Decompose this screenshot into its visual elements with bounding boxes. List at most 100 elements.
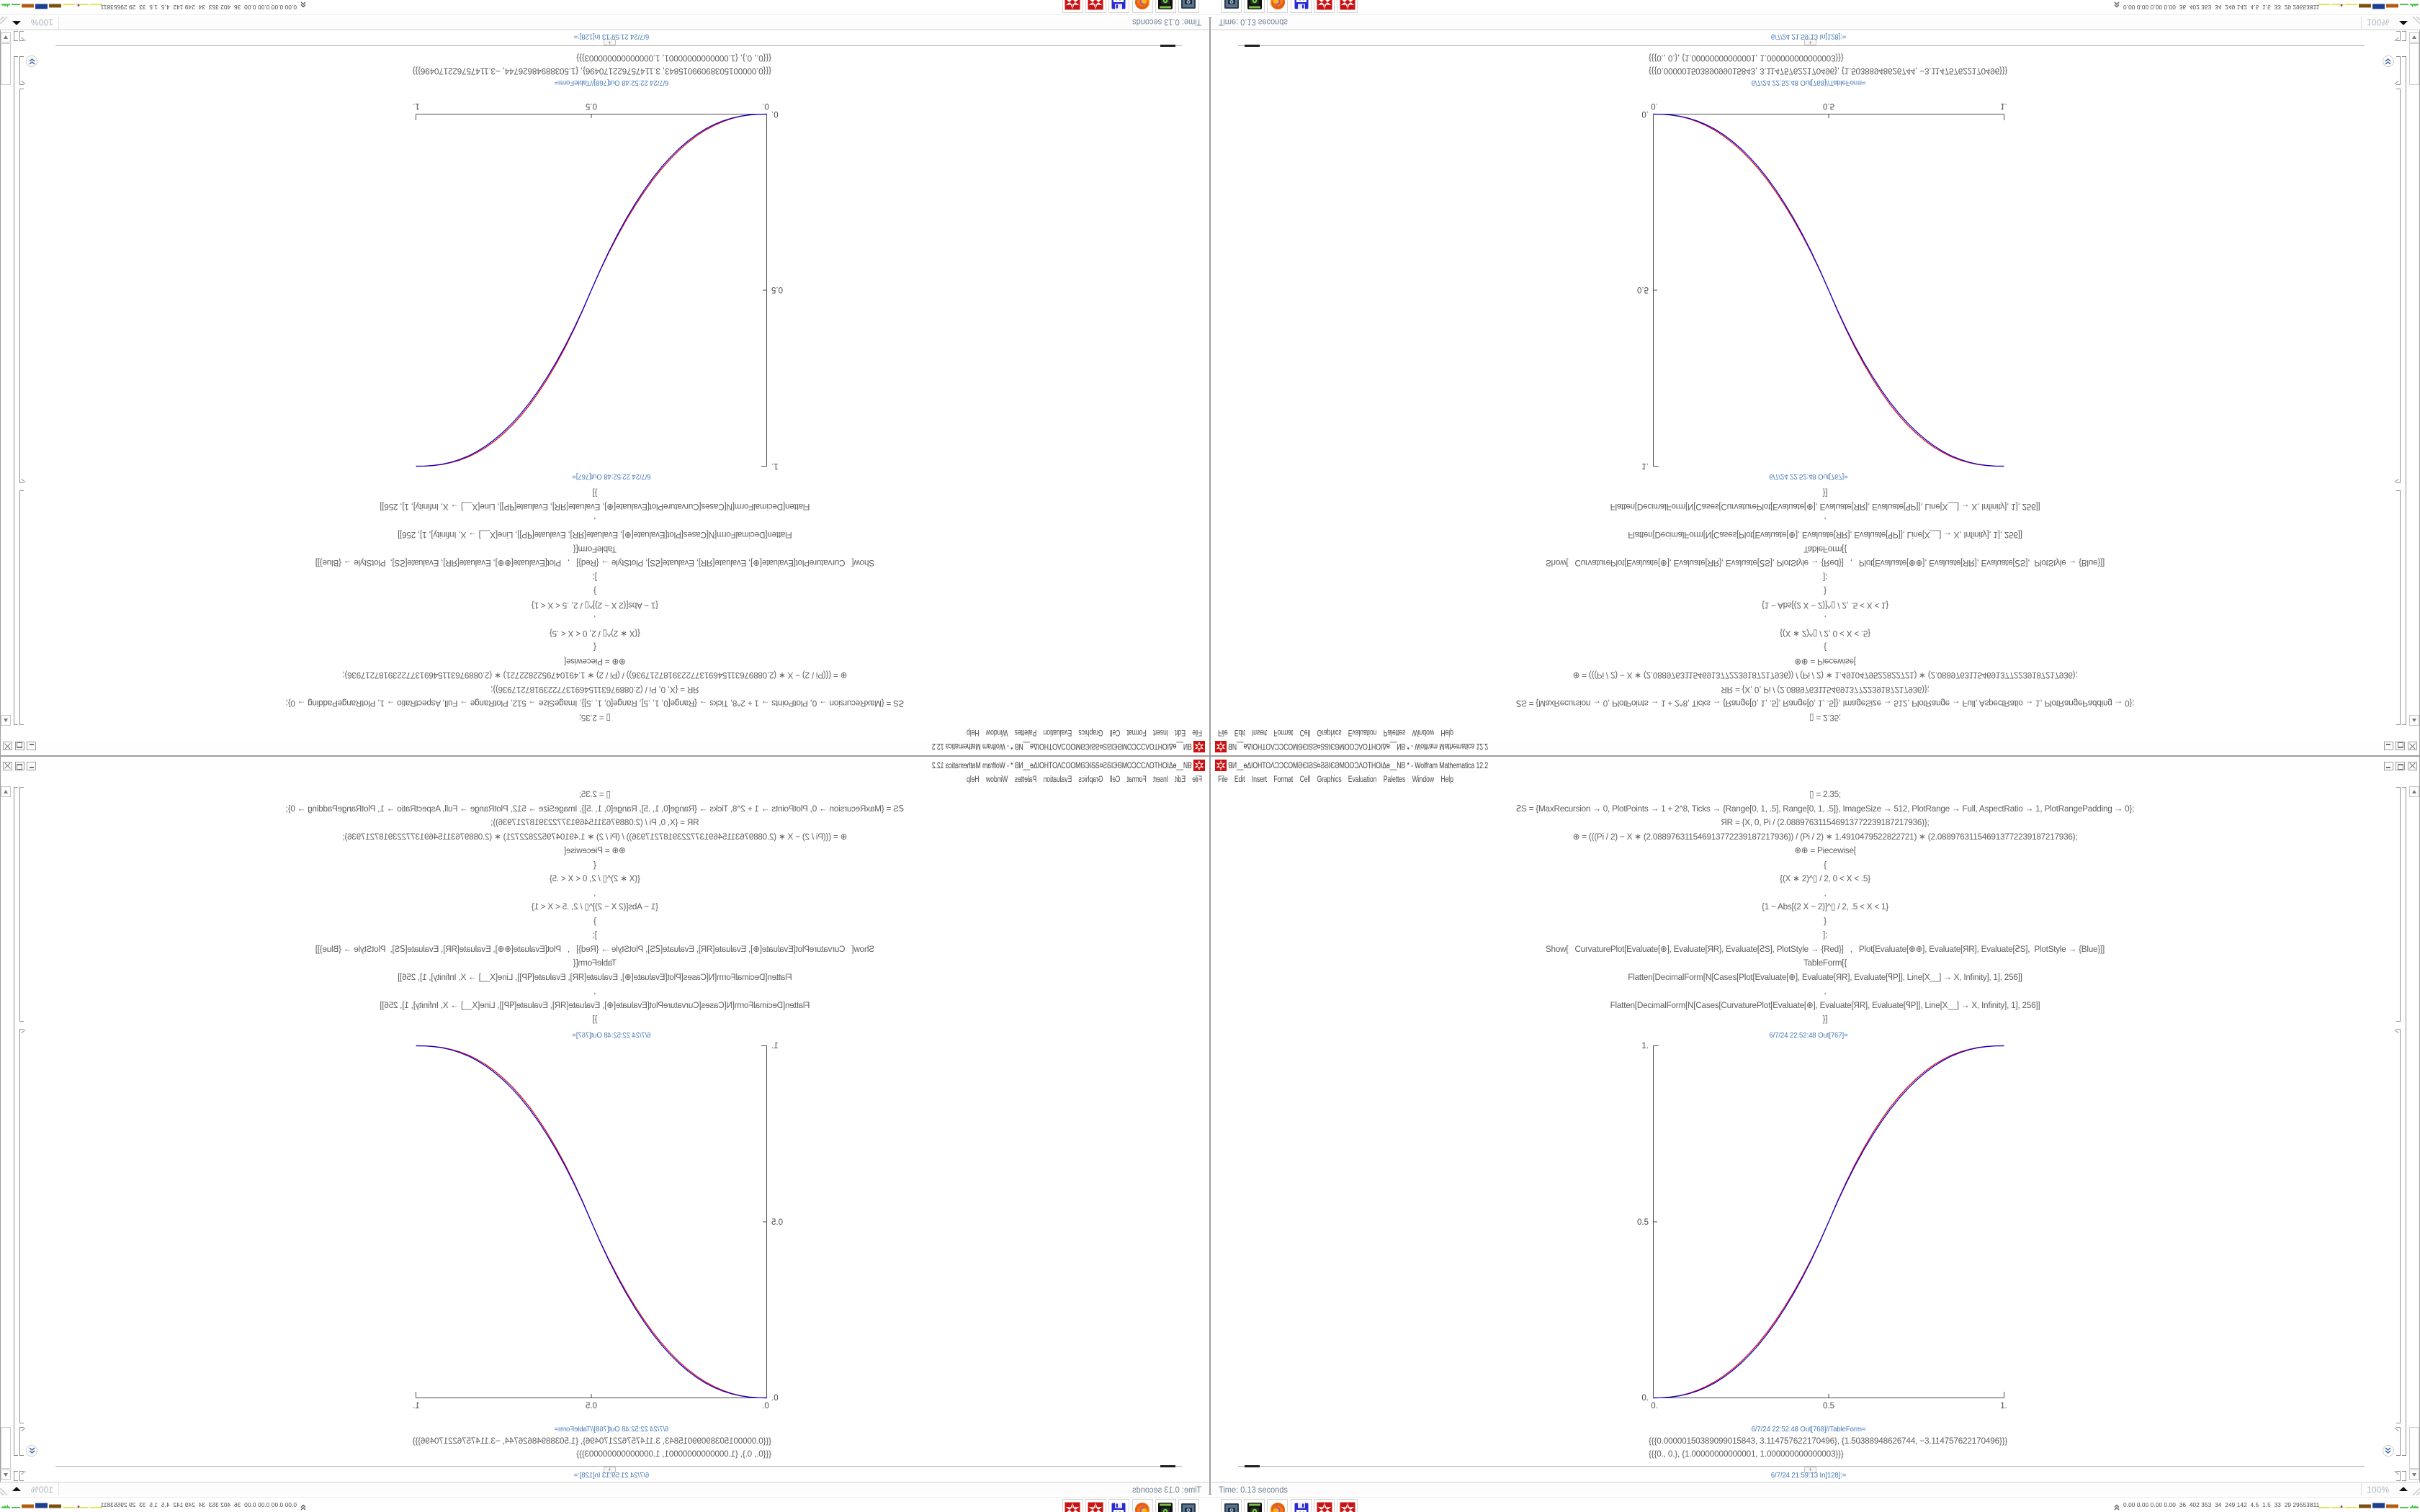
taskbar-mathematica2-icon[interactable] [1337,0,1358,13]
taskbar-floppy64-icon[interactable]: 64 [1108,1499,1129,1512]
code-line[interactable]: , [593,888,596,898]
code-line[interactable]: ꙄS = {MaxRecursion → 0, PlotPoints → 1 +… [1515,698,2135,708]
code-line[interactable]: Flatten[DecimalForm[N[Cases[Plot[Evaluat… [398,530,792,540]
cell-bracket-in128-group[interactable] [14,1471,18,1481]
taskbar-floppy64-icon[interactable]: 64 [1291,1499,1312,1512]
taskbar-disk-utility-icon[interactable] [1244,1499,1265,1512]
cell-bracket-out768[interactable] [2396,1427,2401,1456]
code-line[interactable]: }] [592,488,598,498]
menu-file[interactable]: File [1218,728,1228,738]
scrollbar-up-button[interactable] [1,715,11,726]
menu-cell[interactable]: Cell [1109,728,1121,738]
title-bar[interactable]: ꓭИ__ɵΔIOHTOΛϽϽCOMӘЄIϨЅ¤ϨϨIЄӘMOOϽΛOTHOIΔɵ… [1,739,1209,755]
zoom-popup-arrow[interactable] [12,1487,21,1491]
code-line[interactable]: , [593,516,596,526]
code-line[interactable]: Flatten[DecimalForm[N[Cases[Plot[Evaluat… [1628,972,2022,982]
code-line[interactable]: ЯR = {X, 0, Pi / (2.08897631154691377223… [1721,685,1930,695]
menu-palettes[interactable]: Palettes [1383,728,1406,738]
taskbar-mathematica2-icon[interactable] [1062,1499,1083,1512]
menu-insert[interactable]: Insert [1251,728,1267,738]
scrollbar-thumb[interactable] [1,43,11,85]
cell-bracket-input[interactable] [19,490,24,725]
menu-insert[interactable]: Insert [1153,728,1169,738]
code-line[interactable]: ⊕ = (((Pi / 2) − X ∗ (2.0889763115469137… [1572,670,2078,680]
scrollbar-up-button[interactable] [1,786,11,797]
code-line[interactable]: Flatten[DecimalForm[N[Cases[CurvaturePlo… [1610,502,2040,512]
code-line[interactable]: ⊕⊕ = Piecewise[ [564,845,626,855]
code-line[interactable]: {(X ∗ 2)^▯ / 2, 0 < X < .5} [550,629,640,639]
code-line[interactable]: ⊕⊕ = Piecewise[ [1794,845,1856,855]
code-line[interactable]: ЯR = {X, 0, Pi / (2.08897631154691377223… [490,817,699,827]
code-line[interactable]: {1 − Abs[(2 X − 2)]^▯ / 2, .5 < X < 1} [532,600,658,611]
code-line[interactable]: }] [1822,488,1828,498]
maximize-button[interactable] [15,762,24,770]
minimize-button[interactable] [2384,762,2393,770]
scrollbar-thumb[interactable] [1,1427,11,1469]
insert-cell-button[interactable]: + [1804,1467,1816,1473]
code-line[interactable]: ЯR = {X, 0, Pi / (2.08897631154691377223… [490,685,699,695]
code-line[interactable]: ⊕ = (((Pi / 2) − X ∗ (2.0889763115469137… [1572,832,2078,842]
menu-graphics[interactable]: Graphics [1317,728,1342,738]
code-line[interactable]: , [1824,516,1827,526]
menu-format[interactable]: Format [1273,774,1294,784]
resize-grip[interactable] [0,1484,12,1496]
code-line[interactable]: TableForm[{ [573,958,617,968]
jump-to-end-button[interactable] [26,1445,37,1457]
code-line[interactable]: } [1824,916,1827,926]
tray-expand-icon[interactable] [2113,0,2120,11]
taskbar-floppy64-icon[interactable]: 64 [1291,0,1312,13]
taskbar-screenshot-tool-icon[interactable] [1178,1499,1199,1512]
scrollbar-down-button[interactable] [2409,32,2419,42]
taskbar-mathematica2-icon[interactable] [1062,0,1083,13]
horizontal-scrollbar-thumb[interactable] [1160,1465,1175,1467]
maximize-button[interactable] [15,742,24,750]
code-line[interactable]: Show[ CurvaturePlot[Evaluate[⊕], Evaluat… [315,944,875,954]
code-line[interactable]: , [1824,986,1827,996]
menu-file[interactable]: File [1192,728,1202,738]
horizontal-scrollbar[interactable] [1238,45,2365,46]
tray-expand-icon[interactable] [2113,1501,2120,1512]
code-line[interactable]: {1 − Abs[(2 X − 2)]^▯ / 2, .5 < X < 1} [1762,901,1888,912]
code-line[interactable]: ⊕⊕ = Piecewise[ [564,657,626,667]
code-line[interactable]: { [1824,642,1827,652]
cell-bracket-in128-group[interactable] [14,31,18,41]
taskbar-disk-utility-icon[interactable] [1155,1499,1176,1512]
code-line[interactable]: ꙄS = {MaxRecursion → 0, PlotPoints → 1 +… [285,698,905,708]
code-line[interactable]: {1 − Abs[(2 X − 2)]^▯ / 2, .5 < X < 1} [532,901,658,912]
menu-format[interactable]: Format [1126,728,1147,738]
taskbar-firefox-icon[interactable] [1267,0,1288,13]
resize-grip[interactable] [0,16,12,28]
taskbar-mathematica2-icon[interactable] [1337,1499,1358,1512]
menu-evaluation[interactable]: Evaluation [1348,774,1377,784]
code-line[interactable]: { [593,642,596,652]
menu-help[interactable]: Help [1440,774,1453,784]
scrollbar-up-button[interactable] [2409,786,2419,797]
close-button[interactable] [2408,762,2417,770]
menu-edit[interactable]: Edit [1234,774,1245,784]
taskbar-floppy64-icon[interactable]: 64 [1108,0,1129,13]
code-line[interactable]: ]; [1822,930,1828,940]
zoom-level[interactable]: 100% [30,17,53,27]
code-line[interactable]: }] [592,1014,598,1024]
minimize-button[interactable] [27,742,36,750]
code-line[interactable]: Flatten[DecimalForm[N[Cases[CurvaturePlo… [380,502,810,512]
taskbar-firefox-icon[interactable] [1132,1499,1153,1512]
close-button[interactable] [3,742,12,750]
cell-bracket-input[interactable] [2396,490,2401,725]
scrollbar-thumb[interactable] [2409,43,2419,85]
code-line[interactable]: Flatten[DecimalForm[N[Cases[Plot[Evaluat… [398,972,792,982]
minimize-button[interactable] [27,762,36,770]
cell-bracket-input[interactable] [19,787,24,1022]
taskbar-screenshot-tool-icon[interactable] [1221,0,1242,13]
resize-grip[interactable] [2408,1484,2420,1496]
code-line[interactable]: { [593,860,596,870]
code-line[interactable]: ꙄS = {MaxRecursion → 0, PlotPoints → 1 +… [285,804,905,814]
horizontal-scrollbar-thumb[interactable] [1160,45,1175,47]
code-line[interactable]: ]; [592,930,598,940]
menu-evaluation[interactable]: Evaluation [1043,728,1072,738]
zoom-level[interactable]: 100% [2367,17,2390,27]
cell-bracket-out767[interactable] [19,1029,24,1423]
maximize-button[interactable] [2396,742,2405,750]
cell-bracket-out767[interactable] [2396,1029,2401,1423]
menu-help[interactable]: Help [967,728,980,738]
